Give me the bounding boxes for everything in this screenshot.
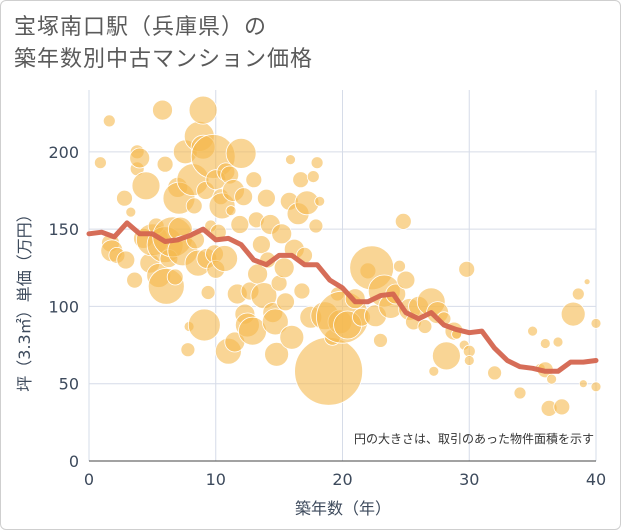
y-tick-label-1: 50 [59,375,79,394]
bubble-136 [546,373,557,385]
y-tick-label-2: 100 [48,297,79,316]
bubble-13 [131,171,161,201]
bubble-11 [129,147,151,169]
bubble-37 [188,95,218,125]
bubble-112 [394,212,412,230]
bubble-142 [583,278,591,286]
bubble-76 [264,341,290,367]
bubble-128 [463,355,475,366]
y-tick-label-0: 0 [69,452,79,471]
bubble-78 [271,223,293,245]
bubble-107 [373,332,388,348]
average-price-line [86,220,599,374]
x-axis-title: 築年数（年） [295,499,391,518]
bubble-138 [553,398,571,416]
bubble-71 [256,188,276,208]
bubble-139 [560,301,586,327]
bubble-18 [152,99,173,121]
y-tick-label-4: 200 [48,143,79,162]
bubble-6 [116,250,136,270]
bubble-93 [310,156,324,170]
bubble-137 [552,336,564,348]
bubble-83 [279,324,305,350]
x-tick-label-3: 30 [459,470,479,489]
bubble-8 [126,271,144,289]
bubble-131 [527,325,538,337]
title-line-2: 築年数別中古マンション価格 [14,47,314,72]
bubble-79 [273,257,295,279]
bubble-111 [393,259,406,273]
bubble-59 [230,215,250,234]
bubble-19 [156,155,174,173]
bubble-92 [308,218,324,234]
bubble-119 [428,365,440,377]
bubble-140 [571,287,585,301]
bubble-69 [251,235,271,255]
bubble-7 [125,206,137,218]
bubble-82 [285,154,296,166]
bubble-129 [487,365,503,381]
bubble-113 [396,270,416,290]
bubble-126 [458,260,476,278]
bubble-144 [590,381,602,393]
bubble-66 [245,171,263,189]
bubble-134 [539,338,551,349]
bubble-1 [102,114,116,128]
bubble-24 [166,268,184,286]
x-tick-label-0: 0 [84,470,94,489]
chart-title: 宝塚南口駅（兵庫県）の 築年数別中古マンション価格 [14,12,313,76]
bubble-117 [417,319,433,334]
bubble-141 [578,379,588,389]
y-tick-label-3: 150 [48,220,79,239]
bubble-0 [94,156,107,170]
bubble-94 [314,195,326,207]
bubble-61 [234,187,254,207]
title-line-1: 宝塚南口駅（兵庫県）の [14,15,268,40]
bubble-75 [261,308,289,336]
tick-labels: 0 10 20 30 40 0 50 100 150 200 [48,143,606,489]
bubble-143 [590,317,602,329]
bubble-42 [200,285,216,300]
bubble-122 [431,341,461,371]
bubble-91 [306,170,320,184]
bubble-86 [292,171,310,189]
x-tick-label-1: 10 [206,470,226,489]
bubble-130 [513,386,527,400]
x-tick-label-4: 40 [586,470,606,489]
bubble-51 [211,245,239,272]
bubble-size-note: 円の大きさは、取引のあった物件面積を示す [354,431,594,446]
bubble-39 [187,308,221,342]
bubble-80 [276,292,295,312]
bubble-33 [185,197,203,215]
x-tick-label-2: 20 [332,470,352,489]
y-axis-title: 坪（3.3㎡）単価（万円） [15,206,34,391]
bubble-87 [293,282,311,300]
bubble-30 [180,342,196,358]
bubble-96 [294,336,364,406]
bubble-60 [225,137,257,169]
bubble-55 [225,205,237,217]
trend-line-layer [86,220,599,374]
bubble-5 [116,189,133,207]
